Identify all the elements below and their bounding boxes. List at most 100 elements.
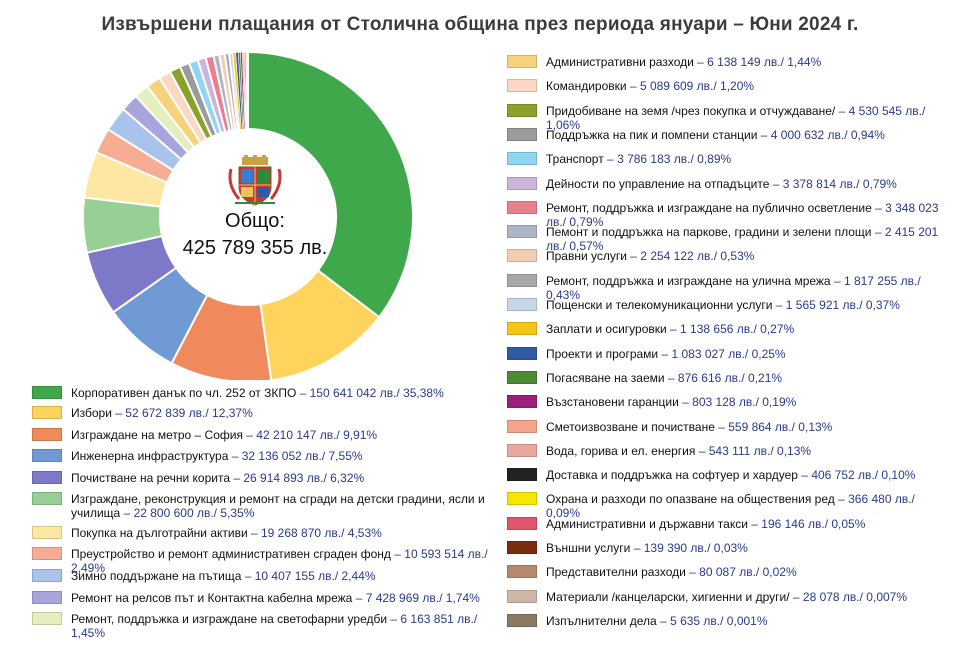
legend-text: Административни и държавни такси – 196 1… [546,517,865,531]
legend-item: Пемонт и поддръжка на паркове, градини и… [507,225,947,253]
legend-separator: – [685,565,700,579]
legend-item: Доставка и поддръжка на софтуер и хардуе… [507,468,947,482]
legend-value: 1 817 255 лв./ 0,43% [546,274,921,302]
legend-separator: – [693,55,708,69]
legend-value: 2 254 122 лв./ 0,53% [640,249,755,263]
legend-item: Административни разходи – 6 138 149 лв./… [507,55,947,69]
legend-value: 32 136 052 лв./ 7,55% [241,449,363,463]
legend-swatch [507,128,537,141]
legend-label: Ремонт, поддръжка и изграждане на светоф… [71,612,388,626]
legend-item: Зимно поддържане на пътища – 10 407 155 … [32,569,502,583]
legend-swatch [507,517,537,530]
legend-text: Материали /канцеларски, хигиенни и други… [546,590,907,604]
legend-text: Ремонт, поддръжка и изграждане на светоф… [71,612,502,640]
legend-text: Избори – 52 672 839 лв./ 12,37% [71,406,253,420]
legend-separator: – [666,322,681,336]
legend-item: Правни услуги – 2 254 122 лв./ 0,53% [507,249,947,263]
legend-swatch [32,612,62,625]
legend-swatch [507,249,537,262]
legend-label: Правни услуги [546,249,627,263]
legend-value: 1 083 027 лв./ 0,25% [671,347,786,361]
legend-swatch [507,225,537,238]
legend-text: Пемонт и поддръжка на паркове, градини и… [546,225,947,253]
legend-item: Командировки – 5 089 609 лв./ 1,20% [507,79,947,93]
legend-item: Избори – 52 672 839 лв./ 12,37% [32,406,502,420]
legend-text: Външни услуги – 139 390 лв./ 0,03% [546,541,748,555]
legend-item: Транспорт – 3 786 183 лв./ 0,89% [507,152,947,166]
total-label: Общо: 425 789 355 лв. [180,208,330,262]
legend-label: Сметоизвозване и почистване [546,420,715,434]
legend-label: Дейности по управление на отпадъците [546,177,770,191]
legend-label: Ремонт на релсов път и Контактна кабелна… [71,591,353,605]
legend-label: Заплати и осигуровки [546,322,667,336]
legend-value: 139 390 лв./ 0,03% [643,541,748,555]
legend-swatch [507,468,537,481]
legend-separator: – [111,406,126,420]
legend-value: 52 672 839 лв./ 12,37% [125,406,253,420]
legend-item: Покупка на дълготрайни активи – 19 268 8… [32,526,502,540]
legend-separator: – [871,225,885,239]
legend-text: Доставка и поддръжка на софтуер и хардуе… [546,468,915,482]
legend-value: 10 593 514 лв./ 2,49% [71,547,488,575]
legend-separator: – [678,395,693,409]
legend-label: Ремонт, поддръжка и изграждане на публич… [546,201,872,215]
legend-label: Материали /канцеларски, хигиенни и други… [546,590,790,604]
legend-text: Корпоративен данък по чл. 252 от ЗКПО – … [71,386,444,400]
legend-value: 3 786 183 лв./ 0,89% [617,152,732,166]
legend-swatch [507,420,537,433]
legend-value: 366 480 лв./ 0,09% [546,492,915,520]
legend-separator: – [695,444,709,458]
legend-text: Вода, горива и ел. енергия – 543 111 лв.… [546,444,811,458]
legend-swatch [32,569,62,582]
legend-swatch [32,591,62,604]
total-caption: Общо: [225,210,285,232]
legend-swatch [32,547,62,560]
legend-swatch [507,395,537,408]
legend-value: 3 378 814 лв./ 0,79% [782,177,897,191]
legend-separator: – [626,79,640,93]
legend-text: Сметоизвозване и почистване – 559 864 лв… [546,420,832,434]
legend-text: Ремонт на релсов път и Контактна кабелна… [71,591,480,605]
legend-swatch [32,386,62,399]
legend-label: Изграждане на метро – София [71,428,243,442]
legend-value: 28 078 лв./ 0,007% [802,590,908,604]
legend-value: 543 111 лв./ 0,13% [708,444,812,458]
legend-separator: – [230,471,244,485]
legend-item: Представителни разходи – 80 087 лв./ 0,0… [507,565,947,579]
legend-swatch [32,471,62,484]
legend-label: Инженерна инфраструктура [71,449,229,463]
legend-item: Проекти и програми – 1 083 027 лв./ 0,25… [507,347,947,361]
legend-label: Административни разходи [546,55,694,69]
legend-separator: – [658,347,672,361]
legend-separator: – [626,249,641,263]
legend-text: Представителни разходи – 80 087 лв./ 0,0… [546,565,797,579]
legend-label: Почистване на речни корита [71,471,231,485]
legend-label: Покупка на дълготрайни активи [71,526,248,540]
legend-value: 1 138 656 лв./ 0,27% [680,322,795,336]
legend-label: Корпоративен данък по чл. 252 от ЗКПО [71,386,297,400]
legend-value: 1 565 921 лв./ 0,37% [785,298,900,312]
legend-label: Административни и държавни такси [546,517,748,531]
legend-value: 80 087 лв./ 0,02% [699,565,797,579]
legend-text: Преустройство и ремонт административен с… [71,547,502,575]
legend-text: Охрана и разходи по опазване на обществе… [546,492,947,520]
legend-label: Поддръжка на пик и помпени станции [546,128,758,142]
legend-label: Доставка и поддръжка на софтуер и хардуе… [546,468,798,482]
legend-text: Поддръжка на пик и помпени станции – 4 0… [546,128,885,142]
legend-swatch [507,371,537,384]
donut-slice-2 [259,269,381,380]
legend-item: Дейности по управление на отпадъците – 3… [507,177,947,191]
legend-swatch [32,526,62,539]
legend-swatch [507,492,537,505]
legend-swatch [507,152,537,165]
legend-item: Ремонт на релсов път и Контактна кабелна… [32,591,502,605]
legend-item: Почистване на речни корита – 26 914 893 … [32,471,502,485]
legend-label: Изпълнителни дела [546,614,657,628]
legend-label: Командировки [546,79,627,93]
legend-item: Пощенски и телекомуникационни услуги – 1… [507,298,947,312]
legend-swatch [32,449,62,462]
legend-swatch [507,79,537,92]
legend-item: Ремонт, поддръжка и изграждане на светоф… [32,612,502,640]
legend-value: 6 163 851 лв./ 1,45% [71,612,478,640]
legend-separator: – [630,541,644,555]
